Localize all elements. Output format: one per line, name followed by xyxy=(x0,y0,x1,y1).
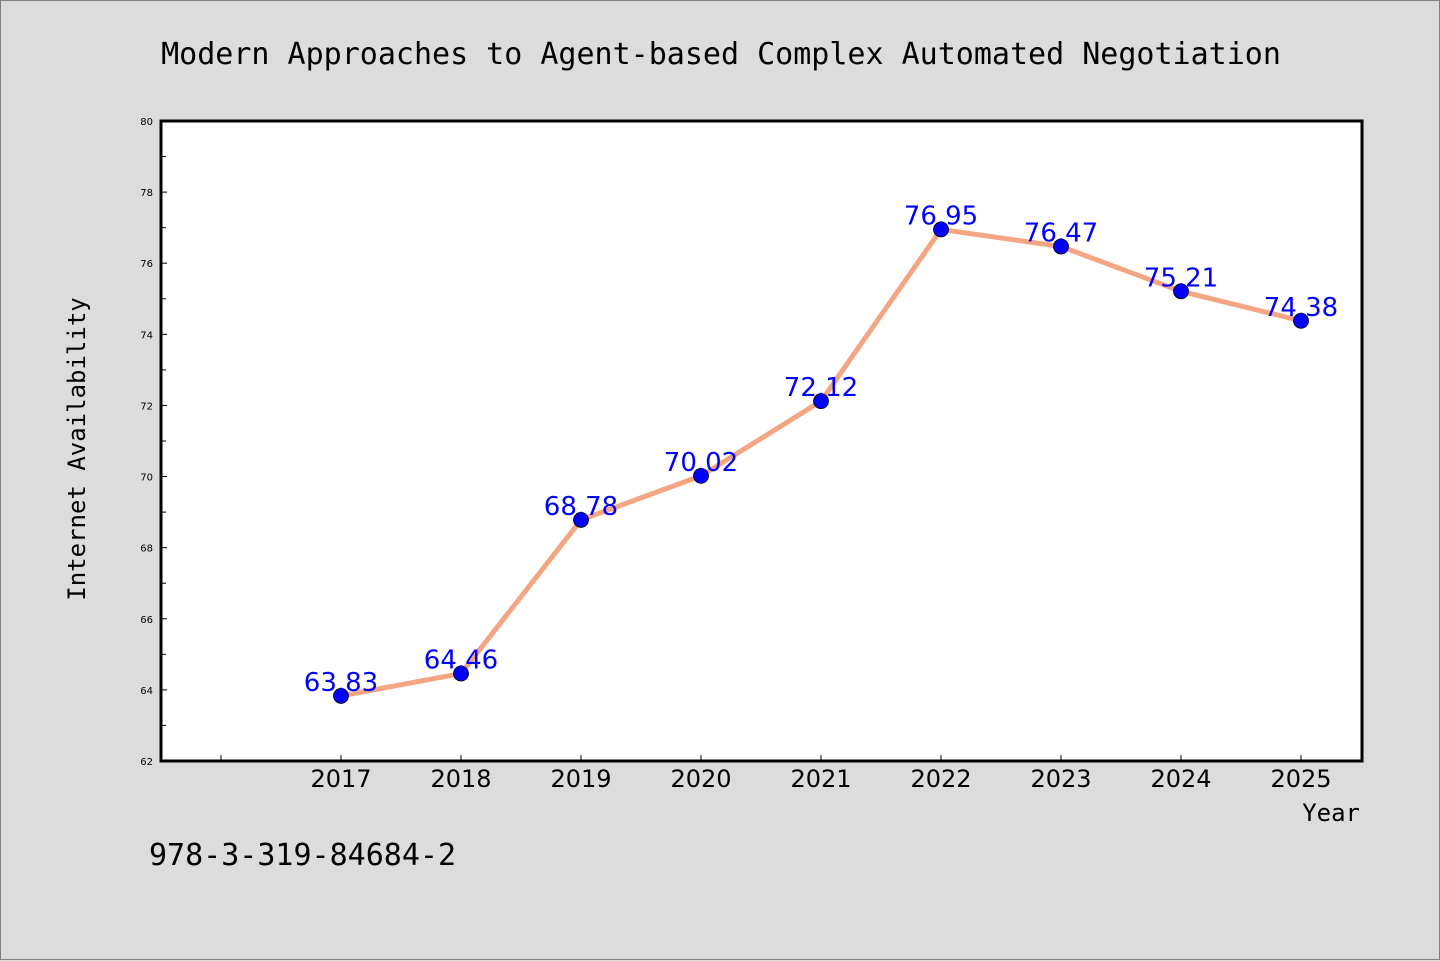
data-label: 75.21 xyxy=(1144,263,1218,293)
data-label: 64.46 xyxy=(424,646,498,676)
data-point xyxy=(453,665,469,682)
data-markers xyxy=(333,221,1309,704)
x-tick-label: 2024 xyxy=(1150,765,1211,793)
data-label: 68.78 xyxy=(544,492,618,522)
data-label: 70.02 xyxy=(664,448,738,478)
x-tick-label: 2022 xyxy=(910,765,971,793)
data-point xyxy=(933,221,949,238)
data-label: 72.12 xyxy=(784,373,858,403)
x-tick-label: 2020 xyxy=(670,765,731,793)
x-axis-label: Year xyxy=(1302,799,1360,827)
isbn-text: 978-3-319-84684-2 xyxy=(149,838,456,873)
x-tick-label: 2023 xyxy=(1030,765,1091,793)
x-axis: 2017 2018 2019 2020 2021 2022 2023 2024 2025 xyxy=(220,755,1332,793)
y-tick-label: 70 xyxy=(140,473,153,484)
data-label: 74.38 xyxy=(1264,293,1338,323)
x-tick-label: 2025 xyxy=(1270,765,1331,793)
y-axis: 62 64 66 68 70 72 74 76 78 80 xyxy=(140,117,167,768)
data-label: 76.95 xyxy=(904,201,978,231)
x-tick-label: 2021 xyxy=(790,765,851,793)
y-tick-label: 76 xyxy=(140,259,153,270)
y-tick-label: 78 xyxy=(140,188,153,199)
data-point xyxy=(1293,312,1309,329)
y-tick-label: 80 xyxy=(140,117,153,128)
data-labels: 63.83 64.46 68.78 70.02 72.12 76.95 76.47 75.21… xyxy=(304,201,1338,697)
y-tick-label: 64 xyxy=(140,686,153,697)
data-point xyxy=(1053,238,1069,255)
data-point xyxy=(693,467,709,484)
x-tick-label: 2018 xyxy=(430,765,491,793)
data-point xyxy=(1173,283,1189,300)
y-tick-label: 72 xyxy=(140,401,153,412)
data-point xyxy=(333,688,349,704)
data-label: 63.83 xyxy=(304,668,378,698)
data-point xyxy=(573,512,589,528)
x-tick-label: 2017 xyxy=(310,765,371,793)
data-label: 76.47 xyxy=(1024,219,1098,249)
y-axis-label: Internet Availability xyxy=(63,297,91,600)
y-tick-label: 68 xyxy=(140,544,153,555)
y-tick-label: 66 xyxy=(140,615,153,626)
y-tick-label: 62 xyxy=(140,757,153,768)
x-tick-label: 2019 xyxy=(550,765,611,793)
y-tick-label: 74 xyxy=(140,330,153,341)
chart-title: Modern Approaches to Agent-based Complex… xyxy=(161,37,1281,72)
data-point xyxy=(813,393,829,410)
